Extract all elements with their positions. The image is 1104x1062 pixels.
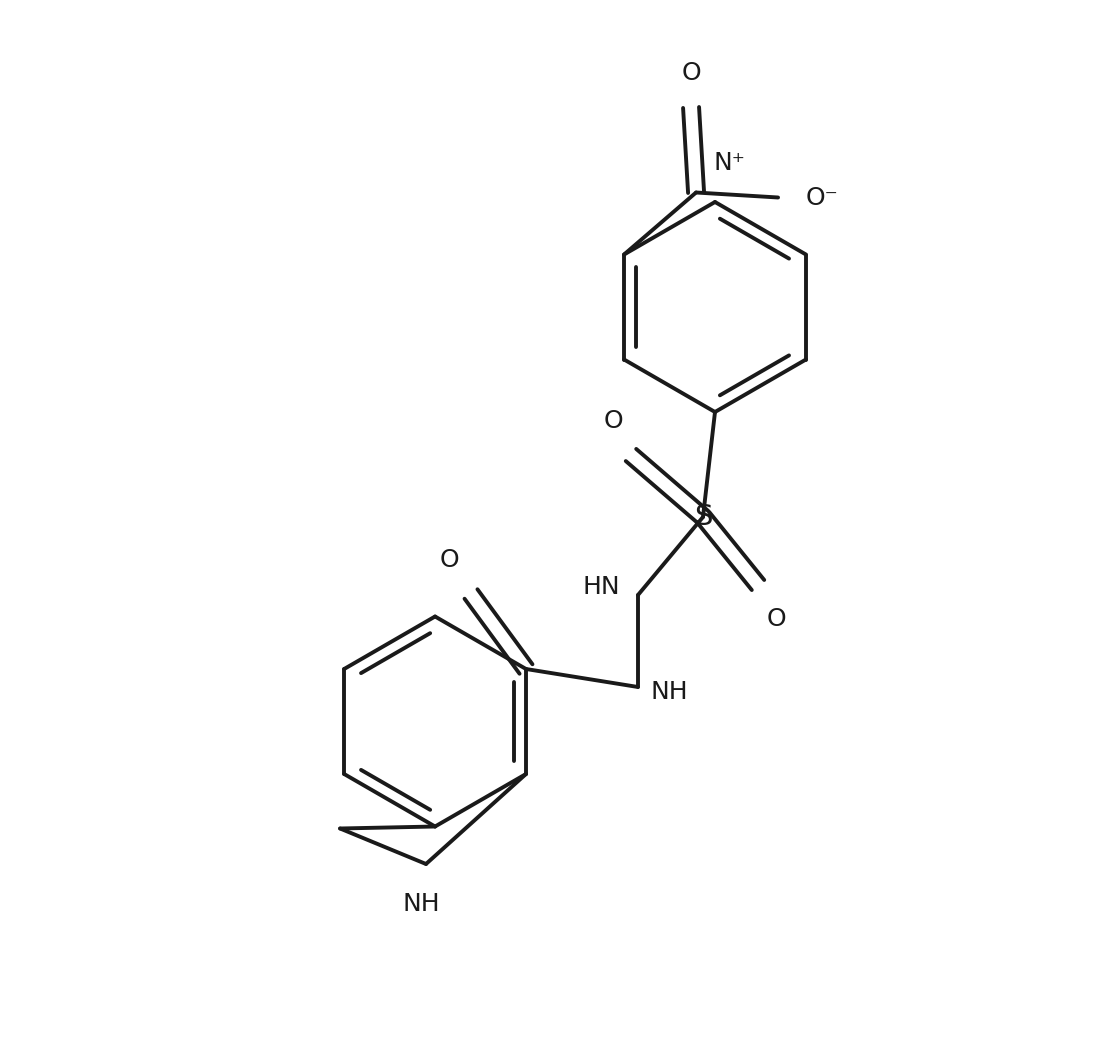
Text: O: O <box>766 607 786 631</box>
Text: O: O <box>603 409 623 433</box>
Text: NH: NH <box>402 892 439 917</box>
Text: HN: HN <box>583 575 620 599</box>
Text: N⁺: N⁺ <box>713 152 745 175</box>
Text: NH: NH <box>650 680 688 704</box>
Text: O⁻: O⁻ <box>806 186 839 209</box>
Text: O: O <box>681 62 701 86</box>
Text: O: O <box>439 548 459 572</box>
Text: S: S <box>693 503 712 531</box>
